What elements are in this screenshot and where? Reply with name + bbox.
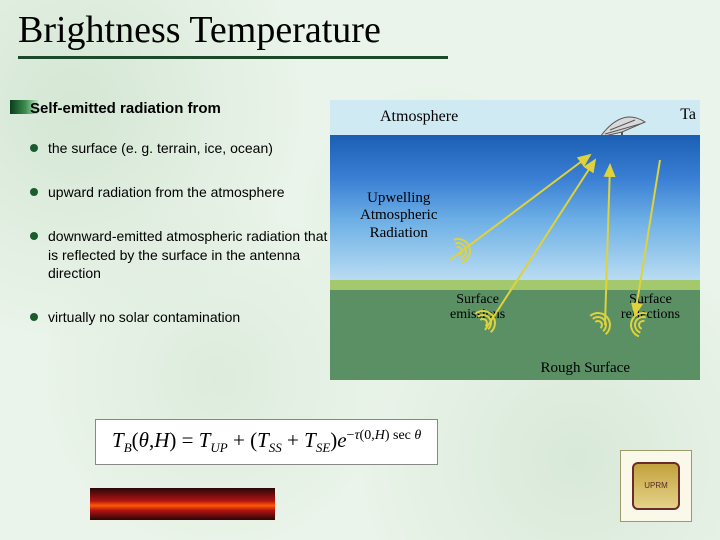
slide-title: Brightness Temperature [18,8,448,59]
slide: Brightness Temperature Self-emitted radi… [0,0,720,540]
logo-seal: UPRM [632,462,680,510]
red-gradient-strip [90,488,275,520]
content-block: Self-emitted radiation from the surface … [30,100,330,352]
radiation-diagram: Atmosphere Ta UpwellingAtmosphericRadiat… [330,100,700,390]
bullet-item: the surface (e. g. terrain, ice, ocean) [30,139,330,157]
university-logo: UPRM [620,450,692,522]
formula-box: TB(θ,H) = TUP + (TSS + TSE)e−τ(0,H) sec … [95,419,438,465]
bullet-item: virtually no solar contamination [30,308,330,326]
bullet-item: downward-emitted atmospheric radiation t… [30,227,330,282]
lead-text: Self-emitted radiation from [30,100,330,117]
arrows-overlay [330,100,700,390]
bullet-list: the surface (e. g. terrain, ice, ocean) … [30,139,330,326]
bullet-item: upward radiation from the atmosphere [30,183,330,201]
